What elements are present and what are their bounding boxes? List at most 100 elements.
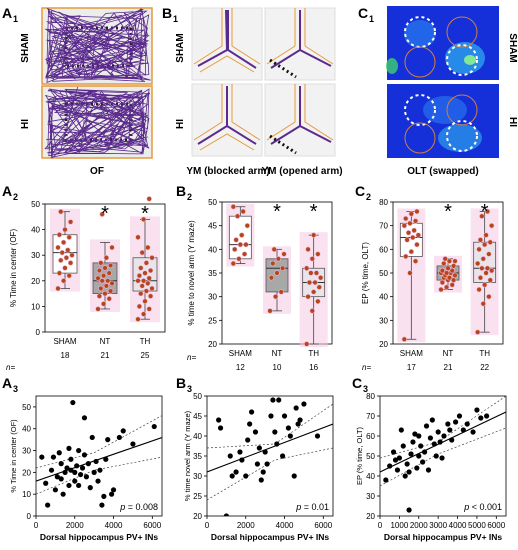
a1-row-label-sham: SHAM <box>20 33 31 62</box>
panel-b3-header: B 3 <box>176 375 192 394</box>
data-point <box>45 502 51 508</box>
n-value: 10 <box>273 363 282 372</box>
data-point <box>293 405 299 411</box>
data-point <box>456 413 463 419</box>
data-point <box>314 433 321 439</box>
category-label: NT <box>272 349 283 358</box>
data-point <box>43 480 49 486</box>
category-label: TH <box>308 349 319 358</box>
significance-star: * <box>310 201 318 223</box>
data-point <box>135 316 141 322</box>
plot-area <box>207 397 333 516</box>
c1-row-label-sham: SHAM <box>507 33 518 62</box>
y-tick-label: 10 <box>31 302 40 311</box>
data-point <box>241 251 248 257</box>
y-axis-label: % time to novel arm (Y maze) <box>187 220 196 326</box>
data-point <box>270 397 276 403</box>
a1-row-label-hi: HI <box>20 119 31 129</box>
data-point <box>98 285 104 292</box>
ymaze-opened-hi <box>264 83 336 157</box>
n-value: 18 <box>61 351 70 360</box>
data-point <box>439 267 446 274</box>
data-point <box>145 280 151 287</box>
data-point <box>435 429 441 435</box>
data-point <box>149 255 155 261</box>
data-point <box>143 260 150 266</box>
y-tick-label: 30 <box>22 447 31 456</box>
data-point <box>147 267 154 274</box>
data-point <box>258 477 264 483</box>
y-tick-label: 50 <box>31 200 40 209</box>
data-point <box>415 232 422 238</box>
data-point <box>306 279 313 286</box>
y-tick-label: 25 <box>208 316 217 325</box>
data-point <box>315 251 321 257</box>
x-tick-label: 6000 <box>143 521 161 530</box>
data-point <box>481 282 488 288</box>
data-point <box>453 419 459 425</box>
panel-a1: A 1 SHAM HI OF <box>2 5 153 177</box>
ymaze-blocked-sham <box>191 7 263 81</box>
data-point <box>50 454 57 460</box>
y-tick-label: 20 <box>366 512 375 521</box>
data-point <box>479 213 485 219</box>
data-point <box>72 478 78 484</box>
category-label: NT <box>443 349 454 358</box>
data-point <box>407 270 413 276</box>
x-tick-label: 0 <box>378 521 383 530</box>
x-tick-label: 6000 <box>487 521 505 530</box>
category-label: TH <box>140 337 151 346</box>
data-point <box>449 282 455 288</box>
y-tick-label: 20 <box>208 340 217 349</box>
data-point <box>408 211 415 217</box>
data-point <box>403 253 409 260</box>
b1-row-label-sham: SHAM <box>175 33 186 62</box>
y-tick-label: 25 <box>193 492 202 501</box>
panel-c2-header: C 2 n= <box>355 183 371 372</box>
data-point <box>81 452 88 458</box>
boxplot-a2: 0 10 20 30 40 50 % Time in center (OF) SHAM 18 * N… <box>9 196 166 360</box>
data-point <box>274 441 280 447</box>
y-axis-label: % time novel arm (Y maze) <box>183 410 192 501</box>
n-value: 16 <box>309 363 318 372</box>
of-trajectory-sham <box>44 8 151 83</box>
boxplot-b2: 20 25 30 35 40 45 50 % time to novel arm (Y maz… <box>187 198 333 372</box>
data-point <box>268 413 274 419</box>
data-point <box>39 454 45 460</box>
panel-b3-sub: 3 <box>187 384 192 394</box>
y-axis-label: EP (% time, OLT) <box>361 242 370 304</box>
ci-upper-line <box>380 396 506 459</box>
ci-lower-line <box>207 447 333 501</box>
data-point <box>310 289 317 295</box>
significance-star: * <box>273 201 281 223</box>
y-tick-label: 30 <box>366 492 375 501</box>
x-tick-label: 0 <box>34 521 39 530</box>
x-tick-label: 4000 <box>449 521 467 530</box>
data-point <box>244 222 251 229</box>
data-point <box>420 459 426 465</box>
data-point <box>55 244 61 251</box>
data-point <box>412 218 419 224</box>
y-axis-label: EP (% time, OLT) <box>355 426 364 485</box>
data-point <box>404 461 410 467</box>
olt-heatmap-hi <box>387 84 499 158</box>
data-point <box>247 421 253 427</box>
y-tick-label: 50 <box>193 392 202 401</box>
data-point <box>486 251 492 257</box>
y-tick-label: 45 <box>208 222 217 231</box>
data-point <box>401 336 408 342</box>
data-point <box>423 423 430 429</box>
data-point <box>96 293 103 299</box>
data-point <box>401 222 408 229</box>
data-point <box>93 458 99 465</box>
data-point <box>140 216 147 223</box>
category-label: SHAM <box>53 337 76 346</box>
y-tick-label: 70 <box>366 412 375 421</box>
data-point <box>105 278 111 284</box>
panel-c1-sub: 1 <box>369 14 374 24</box>
data-point <box>254 461 260 467</box>
boxplot-c2: 20 30 40 50 60 70 80 EP (% time, OLT) SHAM 17 * NT 2… <box>361 198 504 372</box>
data-point <box>476 286 482 293</box>
box-iqr <box>228 215 252 260</box>
scatter-c3: 20 30 40 50 60 70 80 0 1000 2000 3000 4000 5000 6000 D… <box>355 392 507 542</box>
